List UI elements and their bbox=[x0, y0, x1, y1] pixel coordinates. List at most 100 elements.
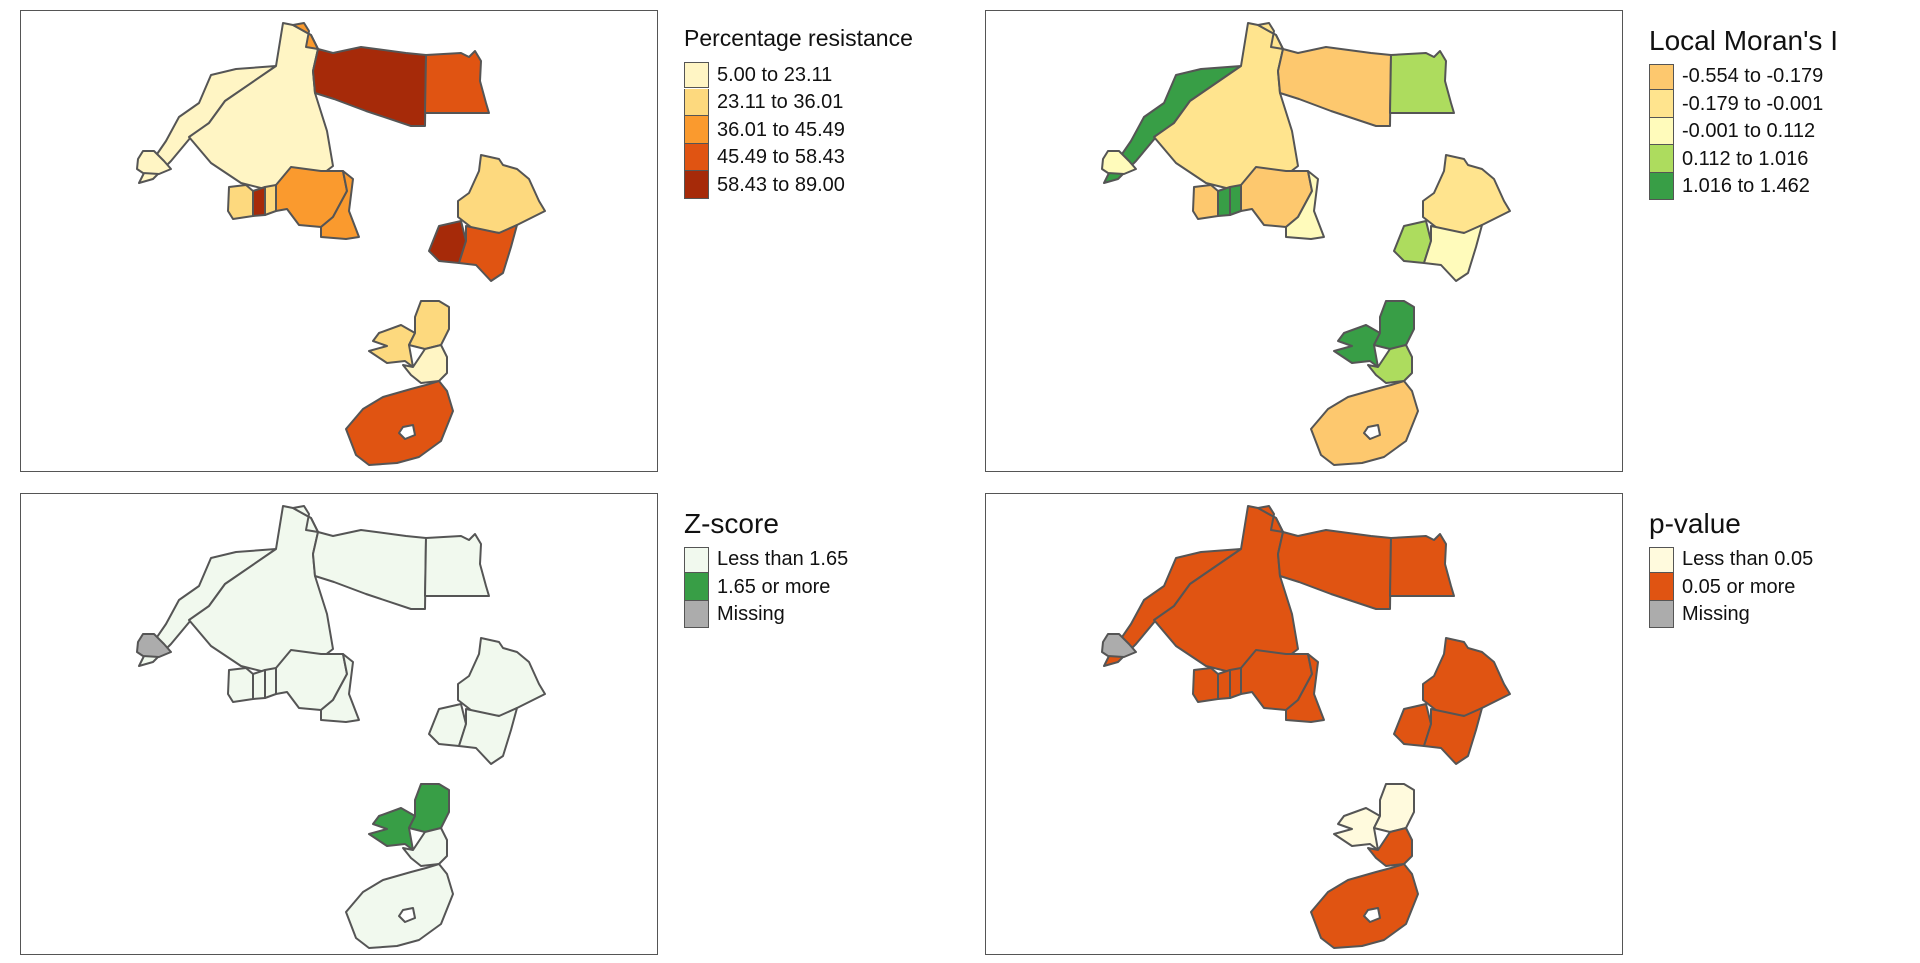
region-zambia bbox=[1333, 324, 1381, 368]
region-senegal bbox=[1101, 150, 1137, 175]
map-frame bbox=[985, 493, 1623, 955]
region-egypt bbox=[1389, 533, 1455, 597]
region-kenya bbox=[1423, 707, 1483, 765]
region-wa1 bbox=[227, 667, 254, 703]
choropleth-map bbox=[1101, 22, 1511, 466]
region-mozambique bbox=[402, 344, 448, 384]
legend-swatch bbox=[684, 546, 709, 573]
region-wa5 bbox=[320, 170, 360, 240]
legend-label: -0.554 to -0.179 bbox=[1682, 65, 1824, 88]
region-mozambique bbox=[1367, 344, 1413, 384]
region-wa1 bbox=[227, 184, 254, 220]
panel-percentage-resistance: Percentage resistance 5.00 to 23.11 23.11… bbox=[0, 0, 960, 480]
region-ethiopia bbox=[457, 154, 546, 234]
region-senegal bbox=[136, 633, 172, 658]
region-libya bbox=[1277, 529, 1392, 610]
region-wa3 bbox=[1229, 184, 1242, 216]
legend: Percentage resistance 5.00 to 23.11 23.11… bbox=[684, 25, 913, 199]
legend-label: -0.179 to -0.001 bbox=[1682, 92, 1824, 115]
legend-item: Less than 0.05 bbox=[1649, 546, 1813, 574]
map-frame bbox=[985, 10, 1623, 472]
legend-label: 0.05 or more bbox=[1682, 575, 1796, 598]
legend-title: Z-score bbox=[684, 508, 779, 539]
legend-swatch bbox=[684, 62, 709, 89]
region-wa3 bbox=[264, 184, 277, 216]
region-wa2 bbox=[252, 186, 266, 217]
legend-item: Missing bbox=[684, 600, 848, 629]
region-egypt bbox=[424, 50, 490, 114]
region-wa3 bbox=[1229, 667, 1242, 699]
legend-rows: -0.554 to -0.179 -0.179 to -0.001 -0.001 t… bbox=[1649, 63, 1838, 201]
legend-item: 58.43 to 89.00 bbox=[684, 171, 913, 199]
region-wa5 bbox=[320, 653, 360, 723]
legend-item: 0.05 or more bbox=[1649, 573, 1813, 601]
legend-item: -0.001 to 0.112 bbox=[1649, 117, 1838, 146]
legend-item: Missing bbox=[1649, 600, 1813, 629]
map-frame bbox=[20, 493, 658, 955]
legend-swatch bbox=[1649, 63, 1674, 90]
region-south-africa bbox=[1310, 863, 1419, 949]
legend-label: 45.49 to 58.43 bbox=[717, 146, 845, 169]
legend-label: 23.11 to 36.01 bbox=[717, 91, 844, 114]
legend-label: 58.43 to 89.00 bbox=[717, 173, 845, 196]
region-wa5 bbox=[1285, 653, 1325, 723]
region-libya bbox=[312, 46, 427, 127]
region-ethiopia bbox=[1422, 637, 1511, 717]
legend-item: -0.554 to -0.179 bbox=[1649, 63, 1838, 91]
legend-item: 5.00 to 23.11 bbox=[684, 61, 913, 89]
legend-swatch bbox=[684, 171, 709, 199]
legend-title: Percentage resistance bbox=[684, 25, 913, 51]
legend-swatch bbox=[684, 600, 709, 629]
legend-rows: Less than 1.65 1.65 or more Missing bbox=[684, 546, 848, 629]
legend-label: -0.001 to 0.112 bbox=[1682, 120, 1816, 143]
legend-label: 1.65 or more bbox=[717, 575, 831, 598]
region-tunisia bbox=[292, 505, 319, 533]
region-south-africa bbox=[345, 380, 454, 466]
legend-swatch bbox=[684, 88, 709, 117]
legend-swatch bbox=[1649, 172, 1674, 201]
region-mozambique bbox=[1367, 827, 1413, 867]
panel-local-morans-i: Local Moran's I -0.554 to -0.179 -0.179 t… bbox=[965, 0, 1920, 480]
region-zambia bbox=[1333, 807, 1381, 851]
region-libya bbox=[1277, 46, 1392, 127]
legend-item: -0.179 to -0.001 bbox=[1649, 90, 1838, 118]
region-wa1 bbox=[1192, 667, 1219, 703]
region-wa2 bbox=[1217, 669, 1231, 700]
legend-label: 0.112 to 1.016 bbox=[1682, 147, 1809, 170]
region-malawi bbox=[408, 300, 450, 350]
region-south-africa bbox=[1310, 380, 1419, 466]
choropleth-map bbox=[1101, 505, 1511, 949]
legend-swatch bbox=[1649, 145, 1674, 173]
legend-item: 1.65 or more bbox=[684, 573, 848, 601]
legend-swatch bbox=[1649, 117, 1674, 146]
region-wa2 bbox=[1217, 186, 1231, 217]
legend-item: 1.016 to 1.462 bbox=[1649, 172, 1838, 201]
region-malawi bbox=[408, 783, 450, 833]
region-malawi bbox=[1373, 783, 1415, 833]
legend: Z-score Less than 1.65 1.65 or more Missin… bbox=[684, 508, 848, 629]
legend-rows: 5.00 to 23.11 23.11 to 36.01 36.01 to 45.4… bbox=[684, 61, 913, 199]
region-wa1 bbox=[1192, 184, 1219, 220]
region-zambia bbox=[368, 324, 416, 368]
legend-label: Missing bbox=[1682, 603, 1750, 626]
legend-label: Missing bbox=[717, 603, 785, 626]
panel-p-value: p-value Less than 0.05 0.05 or more Missin… bbox=[965, 483, 1920, 963]
legend-label: 36.01 to 45.49 bbox=[717, 118, 845, 141]
legend-title: Local Moran's I bbox=[1649, 25, 1838, 56]
legend-item: 23.11 to 36.01 bbox=[684, 88, 913, 117]
legend-title: p-value bbox=[1649, 508, 1741, 539]
legend-swatch bbox=[684, 116, 709, 144]
region-tunisia bbox=[1257, 22, 1284, 50]
region-egypt bbox=[424, 533, 490, 597]
legend-swatch bbox=[1649, 546, 1674, 573]
region-kenya bbox=[1423, 224, 1483, 282]
legend-item: 36.01 to 45.49 bbox=[684, 116, 913, 144]
legend: p-value Less than 0.05 0.05 or more Missin… bbox=[1649, 508, 1813, 629]
map-frame bbox=[20, 10, 658, 472]
choropleth-map bbox=[136, 22, 546, 466]
legend: Local Moran's I -0.554 to -0.179 -0.179 t… bbox=[1649, 25, 1838, 201]
region-malawi bbox=[1373, 300, 1415, 350]
region-kenya bbox=[458, 707, 518, 765]
legend-swatch bbox=[1649, 573, 1674, 601]
panel-z-score: Z-score Less than 1.65 1.65 or more Missin… bbox=[0, 483, 960, 963]
